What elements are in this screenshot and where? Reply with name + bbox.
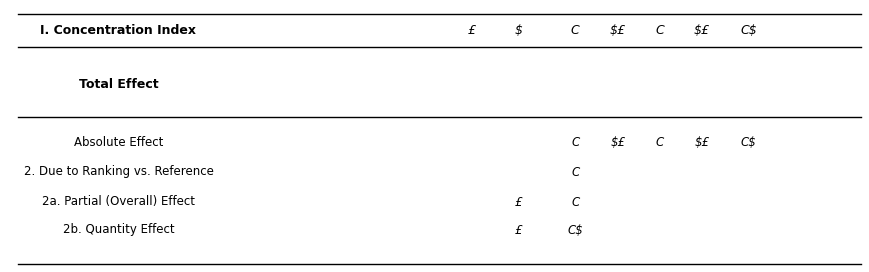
- Text: $£: $£: [609, 23, 625, 36]
- Text: £: £: [514, 224, 522, 236]
- Text: 2a. Partial (Overall) Effect: 2a. Partial (Overall) Effect: [42, 196, 195, 209]
- Text: 2b. Quantity Effect: 2b. Quantity Effect: [63, 224, 174, 236]
- Text: C: C: [654, 135, 663, 149]
- Text: $£: $£: [693, 135, 708, 149]
- Text: C: C: [570, 23, 579, 36]
- Text: Total Effect: Total Effect: [78, 78, 158, 91]
- Text: Absolute Effect: Absolute Effect: [74, 135, 163, 149]
- Text: 2. Due to Ranking vs. Reference: 2. Due to Ranking vs. Reference: [23, 165, 213, 178]
- Text: £: £: [514, 196, 522, 209]
- Text: $: $: [514, 23, 522, 36]
- Text: C: C: [654, 23, 663, 36]
- Text: £: £: [467, 23, 475, 36]
- Text: $£: $£: [693, 23, 709, 36]
- Text: C$: C$: [740, 135, 755, 149]
- Text: C: C: [571, 135, 579, 149]
- Text: C$: C$: [567, 224, 582, 236]
- Text: I. Concentration Index: I. Concentration Index: [41, 23, 196, 36]
- Text: C: C: [571, 196, 579, 209]
- Text: C$: C$: [740, 23, 756, 36]
- Text: $£: $£: [610, 135, 625, 149]
- Text: C: C: [571, 165, 579, 178]
